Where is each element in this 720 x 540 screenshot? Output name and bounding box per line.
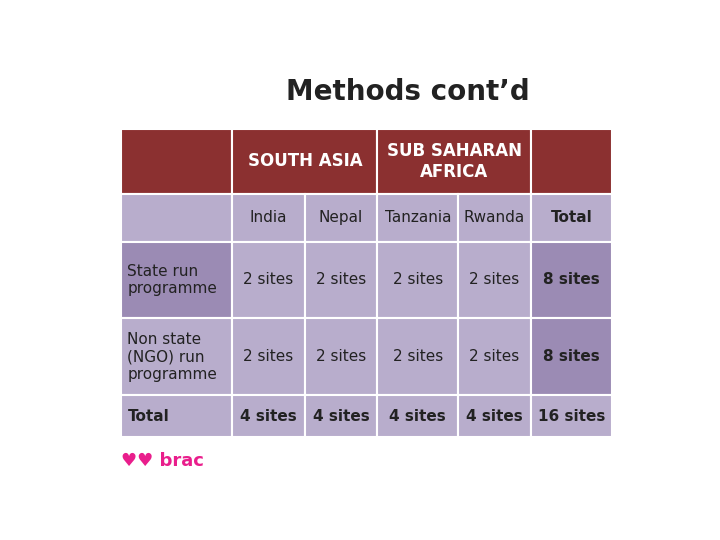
Text: 2 sites: 2 sites bbox=[392, 273, 443, 287]
Bar bbox=[531, 241, 612, 319]
Text: Rwanda: Rwanda bbox=[464, 210, 525, 225]
Text: 4 sites: 4 sites bbox=[240, 409, 297, 424]
Bar bbox=[459, 319, 531, 395]
Bar bbox=[377, 319, 459, 395]
Text: SUB SAHARAN
AFRICA: SUB SAHARAN AFRICA bbox=[387, 142, 521, 181]
Bar bbox=[121, 319, 233, 395]
Bar bbox=[233, 194, 305, 241]
Bar bbox=[531, 395, 612, 437]
Text: 2 sites: 2 sites bbox=[392, 349, 443, 364]
Bar bbox=[531, 129, 612, 194]
Text: 2 sites: 2 sites bbox=[469, 349, 520, 364]
Text: SOUTH ASIA: SOUTH ASIA bbox=[248, 152, 362, 171]
Text: 2 sites: 2 sites bbox=[243, 273, 294, 287]
Bar bbox=[305, 319, 377, 395]
Text: Methods cont’d: Methods cont’d bbox=[286, 78, 530, 106]
Bar bbox=[233, 319, 305, 395]
Text: 4 sites: 4 sites bbox=[466, 409, 523, 424]
Bar bbox=[233, 241, 305, 319]
Text: ♥♥ brac: ♥♥ brac bbox=[121, 451, 204, 470]
Text: 8 sites: 8 sites bbox=[543, 273, 600, 287]
Text: Total: Total bbox=[550, 210, 592, 225]
Text: 4 sites: 4 sites bbox=[390, 409, 446, 424]
Bar bbox=[377, 395, 459, 437]
Bar bbox=[121, 129, 233, 194]
Bar bbox=[531, 319, 612, 395]
Text: 2 sites: 2 sites bbox=[316, 349, 366, 364]
Text: 2 sites: 2 sites bbox=[243, 349, 294, 364]
Text: Total: Total bbox=[127, 409, 169, 424]
Bar bbox=[305, 395, 377, 437]
Bar bbox=[121, 241, 233, 319]
Bar bbox=[305, 241, 377, 319]
Bar bbox=[377, 241, 459, 319]
Bar bbox=[121, 194, 233, 241]
Text: Tanzania: Tanzania bbox=[384, 210, 451, 225]
Bar bbox=[459, 241, 531, 319]
Text: India: India bbox=[250, 210, 287, 225]
Text: Non state
(NGO) run
programme: Non state (NGO) run programme bbox=[127, 332, 217, 382]
Bar bbox=[531, 194, 612, 241]
Text: Nepal: Nepal bbox=[319, 210, 363, 225]
Text: 4 sites: 4 sites bbox=[312, 409, 369, 424]
Text: 2 sites: 2 sites bbox=[469, 273, 520, 287]
Text: 16 sites: 16 sites bbox=[538, 409, 605, 424]
Bar bbox=[459, 194, 531, 241]
Bar bbox=[459, 395, 531, 437]
Bar bbox=[377, 129, 531, 194]
Bar bbox=[233, 395, 305, 437]
Text: State run
programme: State run programme bbox=[127, 264, 217, 296]
Bar bbox=[121, 395, 233, 437]
Bar bbox=[377, 194, 459, 241]
Text: 8 sites: 8 sites bbox=[543, 349, 600, 364]
Bar bbox=[305, 194, 377, 241]
Text: 2 sites: 2 sites bbox=[316, 273, 366, 287]
Bar bbox=[233, 129, 377, 194]
